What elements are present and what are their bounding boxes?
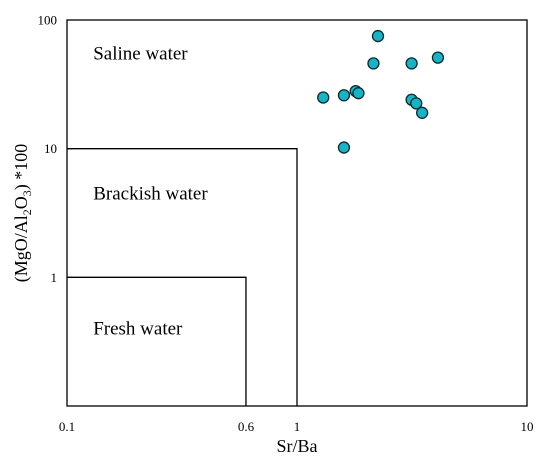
region-label-1: Brackish water — [93, 183, 208, 204]
tick-labels: 0.1 0.6 1 10 1 10 100 — [38, 13, 534, 435]
axis-ticks — [66, 19, 528, 406]
data-point-2 — [367, 57, 380, 70]
x-tick-label: 1 — [294, 419, 301, 434]
x-tick-label: 0.1 — [59, 419, 75, 434]
data-point-7 — [317, 91, 330, 104]
y-tick-label: 10 — [44, 141, 57, 156]
data-point-11 — [337, 141, 351, 154]
y-axis-label-part: O — [11, 196, 31, 209]
data-point-3 — [405, 57, 418, 70]
data-point-1 — [431, 51, 445, 64]
y-axis-label-part: (MgO/Al — [11, 215, 32, 282]
y-tick-label: 100 — [38, 13, 58, 28]
x-tick-label: 0.6 — [238, 419, 255, 434]
x-tick-label: 10 — [521, 419, 534, 434]
y-tick-label: 1 — [51, 270, 58, 285]
data-point-9 — [410, 97, 423, 110]
region-label-2: Fresh water — [93, 319, 183, 340]
y-axis-label-part: ) *100 — [11, 144, 32, 191]
y-axis-label: (MgO/Al2O3) *100 — [11, 144, 34, 283]
region-label-0: Saline water — [93, 43, 188, 64]
data-point-0 — [371, 29, 385, 43]
y-axis-label-subscript: 2 — [20, 209, 34, 215]
region-boundary-1 — [67, 148, 298, 406]
data-point-5 — [352, 87, 365, 100]
data-point-10 — [415, 106, 429, 119]
region-boundaries — [67, 148, 298, 406]
data-points — [317, 29, 445, 154]
data-point-6 — [337, 89, 351, 102]
y-axis-label-subscript: 3 — [20, 190, 34, 196]
region-labels: Saline water Brackish water Fresh water — [93, 43, 208, 339]
region-boundary-2 — [67, 276, 247, 406]
x-axis-label: Sr/Ba — [276, 436, 317, 456]
